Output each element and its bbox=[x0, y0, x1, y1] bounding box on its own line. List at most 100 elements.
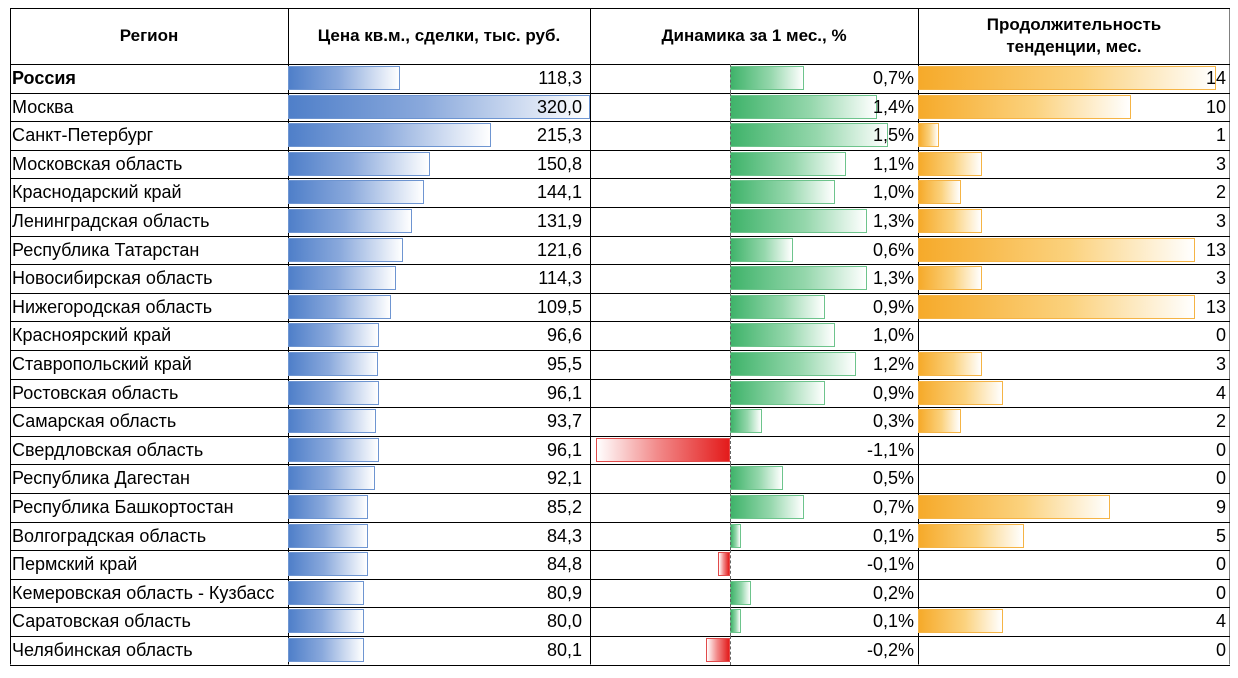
table-row: Саратовская область 80,0 0,1% 4 bbox=[10, 607, 1230, 636]
duration-value: 4 bbox=[1215, 611, 1226, 632]
duration-bar bbox=[918, 209, 982, 233]
price-value: 96,1 bbox=[546, 382, 582, 403]
price-value: 95,5 bbox=[546, 354, 582, 374]
duration-value: 9 bbox=[1215, 497, 1226, 517]
change-zero-axis bbox=[730, 64, 731, 93]
duration-value: 14 bbox=[1205, 68, 1226, 88]
table-row: Москва 320,0 1,4% 10 bbox=[10, 92, 1230, 122]
table-row: Республика Башкортостан 85,2 0,7% 9 bbox=[10, 493, 1230, 522]
duration-value: 0 bbox=[1215, 640, 1226, 660]
duration-bar bbox=[918, 151, 982, 176]
table-row: Московская область 150,8 1,1% 3 bbox=[10, 149, 1230, 179]
region-name: Саратовская область bbox=[12, 611, 191, 632]
region-name: Кемеровская область - Кузбасс bbox=[12, 582, 275, 603]
price-bar bbox=[288, 466, 375, 491]
price-bar bbox=[288, 380, 379, 405]
change-value: 0,9% bbox=[872, 382, 914, 403]
change-zero-axis bbox=[730, 235, 731, 265]
region-name: Республика Дагестан bbox=[12, 468, 190, 489]
price-value: 320,0 bbox=[536, 96, 582, 117]
duration-value: 0 bbox=[1215, 439, 1226, 460]
price-value: 150,8 bbox=[536, 153, 582, 174]
change-zero-axis bbox=[730, 321, 731, 350]
duration-value: 1 bbox=[1215, 125, 1226, 146]
change-value: 1,0% bbox=[872, 325, 914, 346]
table-row: Республика Татарстан 121,6 0,6% 13 bbox=[10, 235, 1230, 265]
region-name: Ленинградская область bbox=[12, 211, 210, 231]
duration-bar bbox=[918, 237, 1195, 262]
duration-value: 2 bbox=[1215, 411, 1226, 432]
price-value: 96,1 bbox=[546, 439, 582, 460]
price-bar bbox=[288, 437, 379, 462]
change-value: 1,5% bbox=[872, 125, 914, 146]
region-name: Волгоградская область bbox=[12, 525, 207, 546]
table-row: Ростовская область 96,1 0,9% 4 bbox=[10, 378, 1230, 408]
change-value: 0,5% bbox=[872, 468, 914, 489]
price-bar bbox=[288, 294, 392, 319]
change-zero-axis bbox=[730, 207, 731, 236]
region-name: Республика Башкортостан bbox=[12, 497, 234, 517]
change-zero-axis bbox=[730, 407, 731, 436]
header-duration-line2: тенденции, мес. bbox=[1006, 37, 1142, 56]
duration-value: 5 bbox=[1215, 525, 1226, 546]
duration-bar bbox=[918, 409, 961, 434]
table-row: Россия 118,3 0,7% 14 bbox=[10, 64, 1230, 93]
change-bar-positive bbox=[730, 495, 804, 519]
header-duration: Продолжительность тенденции, мес. bbox=[918, 8, 1230, 64]
change-value: 1,3% bbox=[872, 268, 914, 289]
change-bar-positive bbox=[730, 352, 857, 376]
price-value: 84,8 bbox=[546, 554, 582, 575]
duration-value: 3 bbox=[1215, 268, 1226, 289]
duration-bar bbox=[918, 294, 1195, 319]
change-bar-positive bbox=[730, 380, 825, 405]
region-name: Свердловская область bbox=[12, 439, 204, 460]
price-bar bbox=[288, 180, 424, 205]
duration-bar bbox=[918, 123, 940, 148]
change-value: 0,1% bbox=[872, 525, 914, 546]
price-value: 96,6 bbox=[546, 325, 582, 346]
change-zero-axis bbox=[730, 264, 731, 293]
change-value: 1,2% bbox=[872, 354, 914, 374]
price-value: 118,3 bbox=[538, 68, 582, 88]
table-row: Ленинградская область 131,9 1,3% 3 bbox=[10, 207, 1230, 236]
change-bar-negative bbox=[705, 638, 730, 662]
change-zero-axis bbox=[730, 521, 731, 551]
region-name: Ставропольский край bbox=[12, 354, 192, 374]
change-bar-negative bbox=[596, 437, 730, 462]
price-value: 215,3 bbox=[536, 125, 582, 146]
table-row: Красноярский край 96,6 1,0% 0 bbox=[10, 321, 1230, 350]
change-value: -0,2% bbox=[866, 640, 914, 660]
table-row: Самарская область 93,7 0,3% 2 bbox=[10, 407, 1230, 436]
table-row: Ставропольский край 95,5 1,2% 3 bbox=[10, 350, 1230, 379]
change-value: 1,0% bbox=[872, 182, 914, 203]
price-bar bbox=[288, 580, 365, 605]
change-bar-positive bbox=[730, 266, 867, 291]
table-grid bbox=[10, 8, 1230, 666]
change-bar-positive bbox=[730, 209, 867, 233]
table-row: Республика Дагестан 92,1 0,5% 0 bbox=[10, 464, 1230, 493]
change-zero-axis bbox=[730, 464, 731, 493]
table-row: Кемеровская область - Кузбасс 80,9 0,2% 0 bbox=[10, 578, 1230, 608]
price-bar bbox=[288, 409, 377, 434]
change-bar-positive bbox=[730, 409, 762, 434]
price-value: 144,1 bbox=[536, 182, 582, 203]
change-bar-positive bbox=[730, 294, 825, 319]
price-value: 121,6 bbox=[536, 239, 582, 260]
price-bar bbox=[288, 66, 400, 90]
change-zero-axis bbox=[730, 493, 731, 522]
region-name: Ростовская область bbox=[12, 382, 179, 403]
price-bar bbox=[288, 609, 364, 634]
header-price: Цена кв.м., сделки, тыс. руб. bbox=[317, 26, 561, 45]
change-value: -1,1% bbox=[866, 439, 914, 460]
table-row: Челябинская область 80,1 -0,2% 0 bbox=[10, 636, 1230, 665]
price-value: 80,9 bbox=[546, 582, 582, 603]
region-name: Москва bbox=[12, 96, 74, 117]
price-bar bbox=[288, 638, 364, 662]
change-zero-axis bbox=[730, 178, 731, 207]
price-value: 109,5 bbox=[536, 296, 582, 317]
change-zero-axis bbox=[730, 607, 731, 636]
price-value: 93,7 bbox=[546, 411, 582, 432]
change-bar-negative bbox=[717, 552, 730, 577]
change-zero-axis bbox=[730, 92, 731, 122]
region-name: Новосибирская область bbox=[12, 268, 213, 289]
